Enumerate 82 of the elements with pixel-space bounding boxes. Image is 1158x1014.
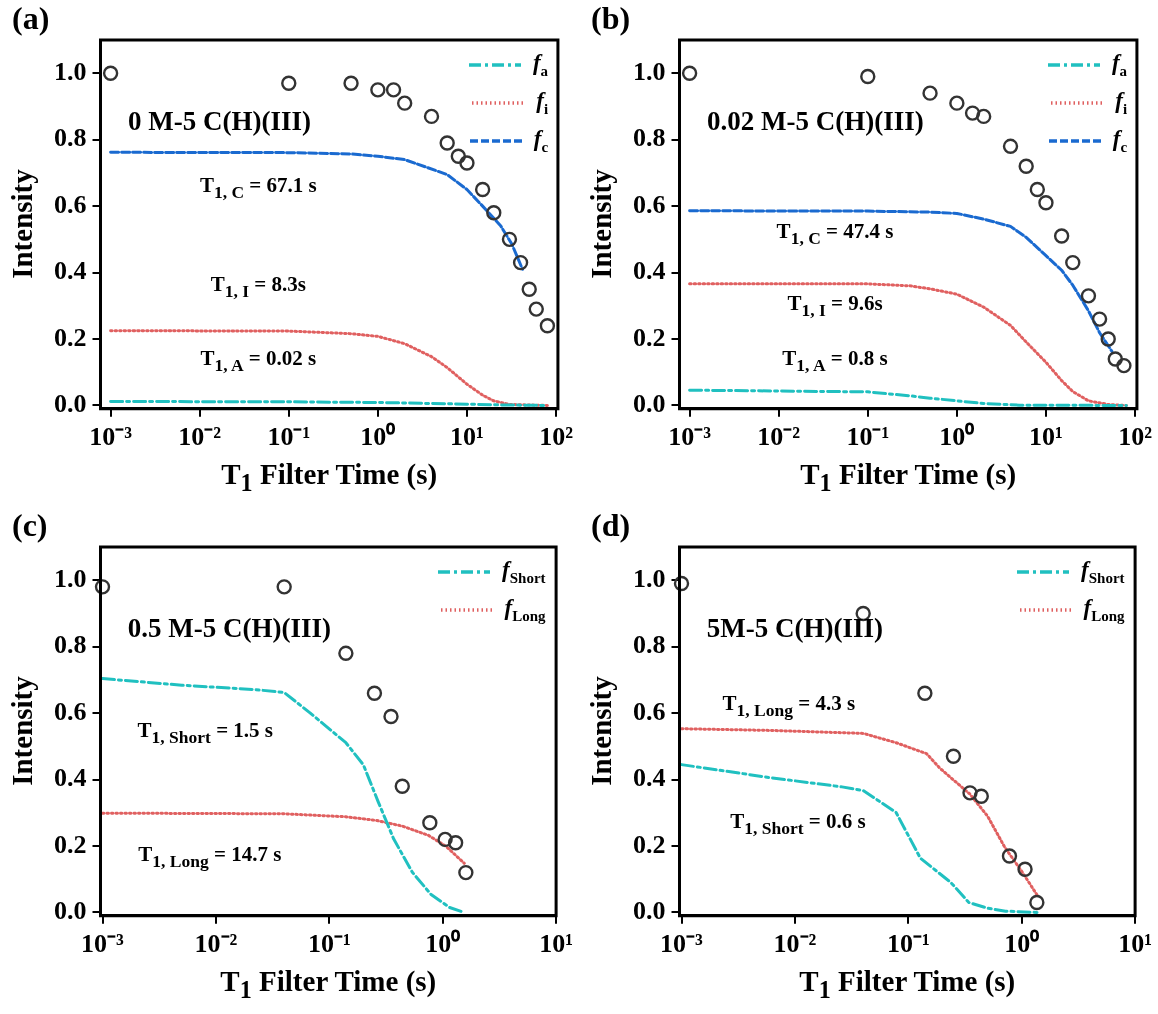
x-axis-title: T$_{1}$ Filter Time (s) bbox=[221, 458, 438, 497]
text: (d) bbox=[591, 507, 631, 544]
legend-label: f$_{i}$ bbox=[1115, 88, 1128, 118]
y-tick-label: 0.0 bbox=[54, 896, 87, 926]
y-tick-label: 0.4 bbox=[54, 256, 87, 286]
y-tick-label: 1.0 bbox=[54, 563, 87, 593]
legend-label: f$_{c}$ bbox=[1112, 126, 1128, 156]
y-axis-title: Intensity bbox=[584, 676, 618, 787]
legend-label: f$_{a}$ bbox=[1111, 50, 1128, 80]
annotation: T$_{1, C}$ = 67.1 s bbox=[199, 172, 317, 203]
x-tick-label: 10² bbox=[1118, 422, 1153, 452]
x-tick-label: 10¹ bbox=[450, 422, 484, 452]
y-tick-label: 0.0 bbox=[633, 896, 666, 926]
y-tick-label: 0.2 bbox=[54, 829, 87, 859]
y-tick-label: 1.0 bbox=[633, 56, 666, 86]
y-tick-label: 0.6 bbox=[633, 189, 666, 219]
annotation: T$_{1, A}$ = 0.02 s bbox=[200, 346, 317, 376]
x-tick-label: 10⁻³ bbox=[660, 929, 704, 959]
x-axis-title: T$_{1}$ Filter Time (s) bbox=[800, 458, 1017, 497]
text: (c) bbox=[12, 507, 48, 544]
legend-label: f$_{Long}$ bbox=[1083, 595, 1125, 625]
annotation: T$_{1, Short}$ = 0.6 s bbox=[730, 809, 866, 839]
text: (a) bbox=[12, 0, 50, 37]
y-tick-label: 0.2 bbox=[633, 322, 666, 352]
x-tick-label: 10⁻² bbox=[757, 422, 801, 452]
text: 0.5 M-5 C(H)(III) bbox=[127, 613, 332, 645]
y-tick-label: 1.0 bbox=[633, 563, 666, 593]
annotation: T$_{1, Short}$ = 1.5 s bbox=[137, 718, 274, 748]
x-tick-label: 10⁰ bbox=[425, 929, 462, 959]
x-tick-label: 10⁻² bbox=[194, 929, 238, 959]
x-tick-label: 10¹ bbox=[539, 929, 573, 959]
annotation: T$_{1, C}$ = 47.4 s bbox=[776, 219, 894, 249]
legend-label: f$_{Long}$ bbox=[504, 595, 546, 625]
y-axis-title: Intensity bbox=[584, 169, 618, 280]
legend-label: f$_{Short}$ bbox=[502, 557, 546, 587]
y-tick-label: 0.6 bbox=[54, 696, 87, 726]
x-tick-label: 10⁻³ bbox=[668, 422, 712, 452]
annotation: T$_{1, Long}$ = 4.3 s bbox=[722, 690, 856, 721]
x-tick-label: 10⁻¹ bbox=[886, 929, 930, 959]
y-tick-label: 0.4 bbox=[633, 256, 666, 286]
x-axis-title: T$_{1}$ Filter Time (s) bbox=[220, 965, 437, 1004]
x-tick-label: 10¹ bbox=[1029, 422, 1063, 452]
x-tick-label: 10⁻² bbox=[178, 422, 222, 452]
x-tick-label: 10⁻¹ bbox=[846, 422, 890, 452]
legend-label: f$_{i}$ bbox=[536, 88, 549, 118]
y-axis-title: Intensity bbox=[5, 169, 39, 280]
annotation: T$_{1, Long}$ = 14.7 s bbox=[138, 842, 282, 872]
y-axis-title: Intensity bbox=[5, 676, 39, 787]
y-tick-label: 0.4 bbox=[633, 763, 666, 793]
y-tick-label: 0.2 bbox=[54, 322, 87, 352]
x-tick-label: 10⁻² bbox=[773, 929, 817, 959]
legend-label: f$_{a}$ bbox=[532, 50, 549, 80]
y-tick-label: 0.0 bbox=[54, 389, 87, 419]
legend-label: f$_{c}$ bbox=[533, 126, 549, 156]
annotation: T$_{1, I}$ = 8.3s bbox=[210, 272, 306, 302]
y-tick-label: 0.8 bbox=[633, 630, 666, 660]
y-tick-label: 0.6 bbox=[633, 696, 666, 726]
text: 0.02 M-5 C(H)(III) bbox=[706, 106, 924, 138]
y-tick-label: 0.0 bbox=[633, 389, 666, 419]
y-tick-label: 0.8 bbox=[54, 123, 87, 153]
x-tick-label: 10⁰ bbox=[1004, 929, 1041, 959]
annotation: T$_{1, A}$ = 0.8 s bbox=[782, 346, 888, 376]
y-tick-label: 0.8 bbox=[54, 630, 87, 660]
y-tick-label: 1.0 bbox=[54, 56, 87, 86]
text: (b) bbox=[591, 0, 631, 37]
annotation: T$_{1, I}$ = 9.6s bbox=[787, 290, 883, 321]
x-tick-label: 10⁰ bbox=[939, 422, 976, 452]
x-tick-label: 10⁻³ bbox=[81, 929, 125, 959]
x-axis-title: T$_{1}$ Filter Time (s) bbox=[799, 965, 1016, 1004]
x-tick-label: 10⁰ bbox=[360, 422, 397, 452]
legend-label: f$_{Short}$ bbox=[1081, 557, 1125, 587]
x-tick-label: 10⁻³ bbox=[89, 422, 133, 452]
text: 0 M-5 C(H)(III) bbox=[127, 106, 311, 138]
text: 5M-5 C(H)(III) bbox=[706, 613, 884, 645]
y-tick-label: 0.4 bbox=[54, 763, 87, 793]
x-tick-label: 10⁻¹ bbox=[307, 929, 351, 959]
x-tick-label: 10¹ bbox=[1118, 929, 1152, 959]
x-tick-label: 10² bbox=[539, 422, 574, 452]
y-tick-label: 0.2 bbox=[633, 829, 666, 859]
y-tick-label: 0.8 bbox=[633, 123, 666, 153]
y-tick-label: 0.6 bbox=[54, 189, 87, 219]
x-tick-label: 10⁻¹ bbox=[267, 422, 311, 452]
